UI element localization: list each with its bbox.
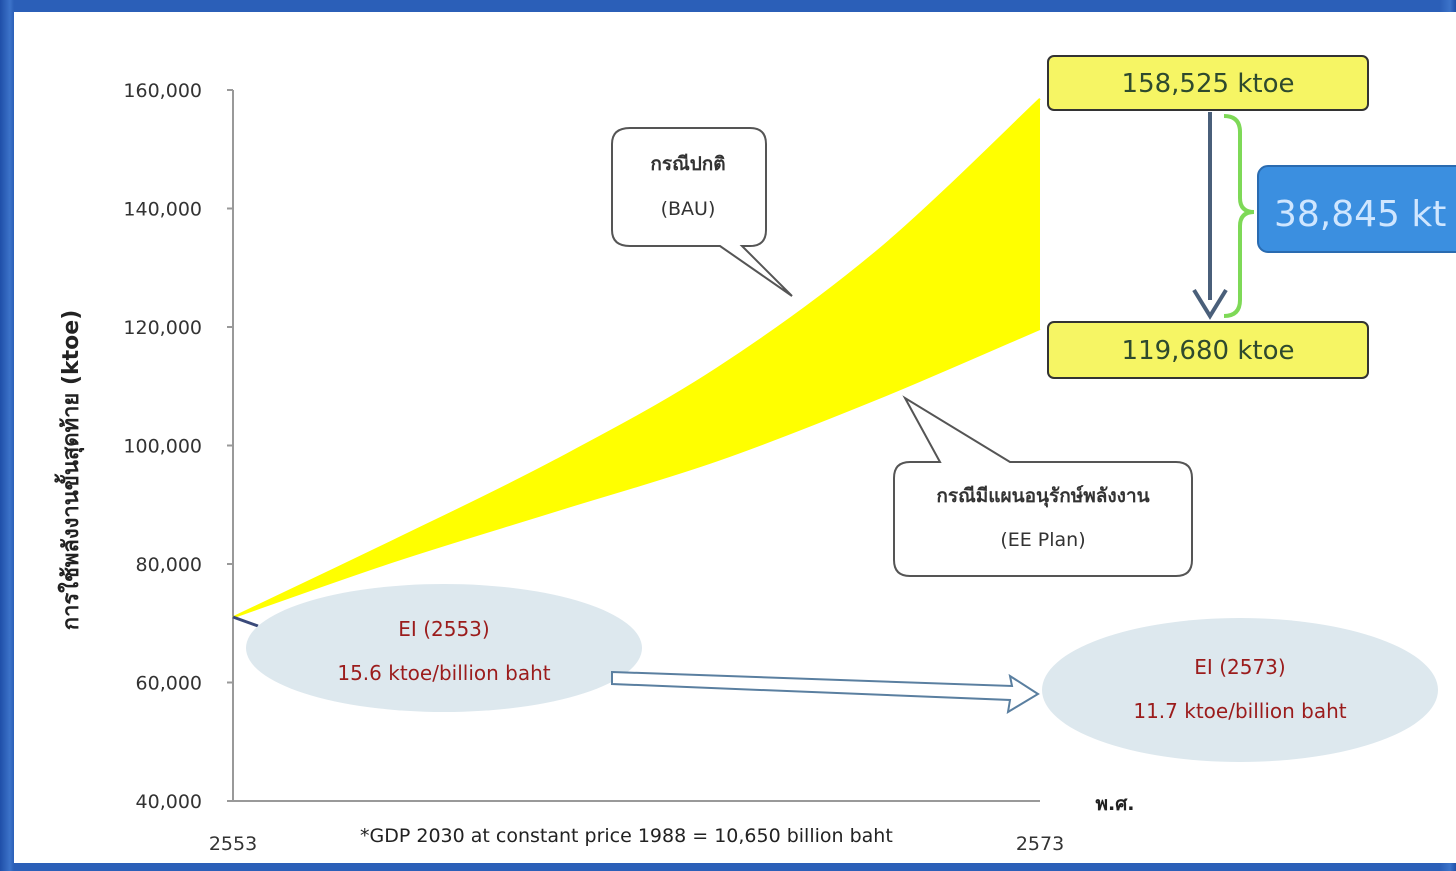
- y-tick-label: 100,000: [123, 436, 202, 458]
- y-axis-label: การใช้พลังงานขั้นสุดท้าย (ktoe): [54, 310, 85, 631]
- y-tick-label: 120,000: [123, 317, 202, 339]
- bau-callout-line1: กรณีปกติ: [650, 153, 725, 175]
- bau-end-box: 158,525 ktoe: [1047, 55, 1369, 111]
- ei-start-ellipse: EI (2553) 15.6 ktoe/billion baht: [246, 584, 642, 712]
- bau-end-value: 158,525 ktoe: [1122, 69, 1295, 99]
- savings-area: [233, 98, 1040, 618]
- y-tick-label: 40,000: [136, 791, 202, 813]
- y-tick-label: 160,000: [123, 80, 202, 102]
- x-unit-label: พ.ศ.: [1095, 793, 1134, 815]
- ee-callout-line2: (EE Plan): [1000, 529, 1085, 551]
- ee-end-box: 119,680 ktoe: [1047, 321, 1369, 379]
- ee-end-value: 119,680 ktoe: [1122, 336, 1295, 366]
- ei-start-line1: EI (2553): [398, 617, 489, 641]
- ei-end-line1: EI (2573): [1194, 655, 1285, 679]
- ee-callout: กรณีมีแผนอนุรักษ์พลังงาน (EE Plan): [893, 395, 1193, 577]
- x-tick-2553: 2553: [209, 833, 257, 855]
- bau-series-line: [232, 98, 1041, 619]
- reduction-arrow: [1192, 112, 1228, 320]
- y-tick-label: 140,000: [123, 199, 202, 221]
- bau-callout-line2: (BAU): [661, 198, 716, 220]
- ei-start-line2: 15.6 ktoe/billion baht: [337, 661, 550, 685]
- gdp-footnote: *GDP 2030 at constant price 1988 = 10,65…: [360, 825, 893, 847]
- savings-badge: 38,845 kt: [1257, 165, 1456, 253]
- savings-value: 38,845 kt: [1274, 194, 1446, 235]
- savings-brace: [1223, 114, 1255, 318]
- ei-end-line2: 11.7 ktoe/billion baht: [1133, 699, 1346, 723]
- start-marker: [232, 615, 259, 628]
- y-tick-label: 80,000: [136, 554, 202, 576]
- ei-end-ellipse: EI (2573) 11.7 ktoe/billion baht: [1042, 618, 1438, 762]
- x-tick-2573: 2573: [1016, 833, 1064, 855]
- ee-series-line: [232, 327, 1041, 619]
- ee-callout-line1: กรณีมีแผนอนุรักษ์พลังงาน: [936, 485, 1149, 508]
- bau-callout: กรณีปกติ (BAU): [611, 127, 793, 297]
- ei-improvement-arrow: [611, 670, 1040, 714]
- y-tick-labels: 160,000 140,000 120,000 100,000 80,000 60,000…: [123, 80, 233, 813]
- y-tick-label: 60,000: [136, 673, 202, 695]
